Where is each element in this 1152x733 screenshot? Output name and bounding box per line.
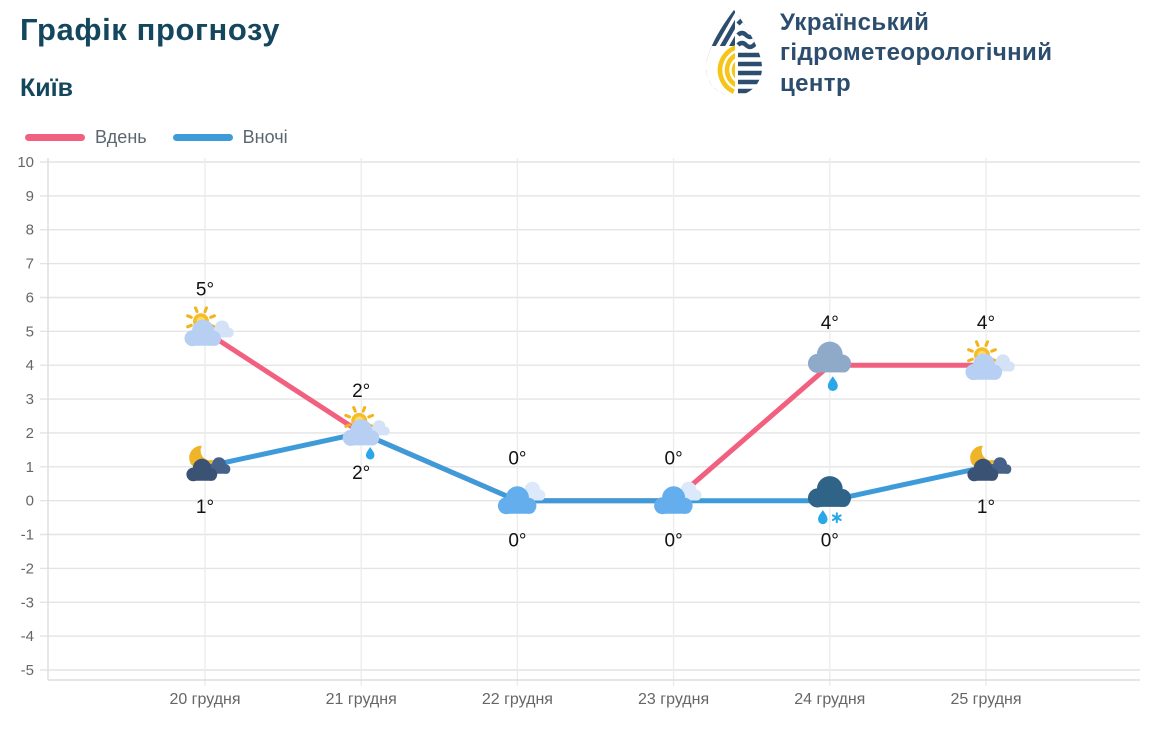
x-axis-label: 22 грудня [482,691,553,708]
temp-label-night: 0° [821,531,839,552]
temp-label-night: 1° [196,497,214,518]
day-line-swatch [25,134,85,141]
x-axis-label: 25 грудня [950,691,1021,708]
y-axis-label: 10 [17,154,34,171]
page-title: Графік прогнозу [20,12,281,47]
org-name-line2: гідрометеорологічний [780,39,1053,67]
y-axis-label: -4 [21,628,34,645]
temp-label-day: 0° [665,449,683,470]
y-axis-label: 6 [26,290,34,307]
legend-label-day: Вдень [95,127,147,147]
x-axis-label: 23 грудня [638,691,709,708]
temp-label-night: 0° [508,531,526,552]
day-line [202,328,989,504]
moon-cloud-icon [967,445,1012,482]
chart-legend: Вдень Вночі [25,127,288,148]
y-axis-label: 3 [26,391,34,408]
org-name-line3: центр [780,69,852,97]
y-axis-label: 9 [26,188,34,205]
chart-area: 10 9 8 7 6 5 4 3 2 1 0 -1 -2 -3 -4 -5 20 грудня 21 грудня… [0,150,1152,733]
temp-label-day: 4° [977,313,995,334]
city-subtitle: Київ [20,74,74,102]
y-axis-label: 1 [26,459,34,476]
y-axis-label: -1 [21,527,34,544]
sun-cloud-icon [184,306,234,347]
y-axis-label: 7 [26,256,34,273]
y-axis-label: 5 [26,323,34,340]
temp-label-day: 0° [508,449,526,470]
temp-label-day: 5° [196,279,214,300]
y-axis-label: -2 [21,560,34,577]
sun-cloud-icon [965,340,1015,381]
sun-cloud-drizzle-icon [342,405,390,460]
legend-item-night: Вночі [172,127,288,148]
y-axis-label: 8 [26,222,34,239]
legend-label-night: Вночі [242,127,288,147]
x-axis-label: 24 грудня [794,691,865,708]
uhmc-logo: Український гідрометеорологічний центр [702,8,1052,102]
uhmc-logo-text: Український гідрометеорологічний центр [780,8,1052,99]
night-line-swatch [172,134,233,141]
x-axis-label: 20 грудня [169,691,240,708]
legend-item-day: Вдень [25,127,147,148]
cloud-rain-snow-icon [807,476,852,525]
y-axis-label: 4 [26,357,34,374]
cloud-rain-icon [807,341,852,391]
temp-label-day: 4° [821,313,839,334]
y-axis-label: 2 [26,425,34,442]
org-name-line1: Український [780,9,930,36]
uhmc-logo-icon [706,10,762,96]
temp-label-night: 2° [352,463,370,484]
temp-label-night: 1° [977,497,995,518]
y-axis-label: -5 [21,662,34,679]
cloud-icon [497,481,546,515]
temp-label-day: 2° [352,381,370,402]
night-line [202,430,989,504]
cloud-icon [654,481,702,515]
x-axis-label: 21 грудня [326,691,397,708]
temp-label-night: 0° [665,531,683,552]
y-axis-label: 0 [26,493,34,510]
moon-cloud-icon [186,445,231,482]
y-axis-label: -3 [21,594,34,611]
